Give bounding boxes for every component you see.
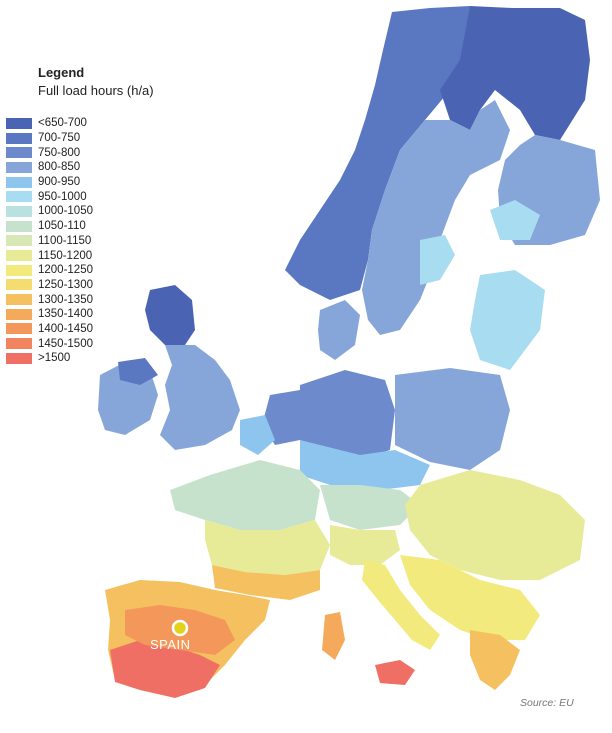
legend-label: 1250-1300 [38, 278, 93, 291]
region-benelux [262, 390, 310, 445]
legend-swatch [6, 235, 32, 247]
legend-label: 1000-1050 [38, 205, 93, 218]
legend-item: 900-950 [6, 175, 93, 190]
region-east-europe [405, 470, 585, 580]
legend-item: 750-800 [6, 145, 93, 160]
region-sweden [362, 100, 510, 335]
region-sicily [375, 660, 415, 685]
legend-item: 1200-1250 [6, 263, 93, 278]
region-england [160, 345, 240, 450]
legend-label: >1500 [38, 352, 71, 365]
legend-item: 1250-1300 [6, 278, 93, 293]
legend-swatch [6, 147, 32, 159]
legend-item: 1050-110 [6, 219, 93, 234]
legend-swatch [6, 250, 32, 262]
legend-item: 1450-1500 [6, 336, 93, 351]
legend-label: 900-950 [38, 176, 81, 189]
region-italy-north [330, 525, 400, 565]
region-baltic [470, 270, 545, 370]
legend-swatch [6, 264, 32, 276]
source-note: Source: EU [520, 697, 574, 709]
legend-item: >1500 [6, 351, 93, 366]
legend-swatch [6, 279, 32, 291]
region-france-south [212, 565, 320, 600]
legend-item: 1400-1450 [6, 322, 93, 337]
legend-swatch [6, 117, 32, 129]
legend-swatch [6, 132, 32, 144]
legend-swatch [6, 294, 32, 306]
region-balkans [400, 555, 540, 640]
region-denmark [318, 300, 360, 360]
legend-swatch [6, 205, 32, 217]
legend-label: 950-1000 [38, 190, 87, 203]
legend-swatch [6, 161, 32, 173]
region-iberia-south [110, 640, 220, 698]
region-norway-west [285, 6, 500, 300]
legend-label: 1100-1150 [38, 234, 92, 247]
region-sweden-south [420, 235, 455, 285]
region-germany-south [300, 440, 430, 490]
region-scotland [145, 285, 195, 345]
legend-label: 1350-1400 [38, 308, 93, 321]
legend-list: <650-700 700-750 750-800 800-850 900-950… [6, 116, 93, 366]
legend-item: 950-1000 [6, 189, 93, 204]
legend-label: <650-700 [38, 117, 87, 130]
legend-label: 700-750 [38, 132, 81, 145]
legend-subtitle: Full load hours (h/a) [38, 83, 154, 98]
spain-label: SPAIN [150, 637, 191, 652]
legend-item: 1100-1150 [6, 234, 93, 249]
legend-item: 1300-1350 [6, 292, 93, 307]
region-belgium-coast [240, 415, 275, 455]
legend-label: 750-800 [38, 146, 81, 159]
region-finland-south [490, 200, 540, 240]
region-sardinia [322, 612, 345, 660]
legend-item: <650-700 [6, 116, 93, 131]
region-greece [470, 630, 520, 690]
region-italy-peninsula [362, 560, 440, 650]
region-poland [395, 368, 510, 470]
legend-swatch [6, 323, 32, 335]
legend-swatch [6, 220, 32, 232]
legend-label: 1450-1500 [38, 337, 93, 350]
legend-title: Legend [38, 65, 85, 80]
region-norway-east [440, 6, 590, 140]
legend-swatch [6, 338, 32, 350]
legend-item: 700-750 [6, 131, 93, 146]
legend-label: 1150-1200 [38, 249, 93, 262]
legend-swatch [6, 176, 32, 188]
spain-marker [171, 619, 189, 637]
region-france-north [170, 460, 320, 530]
legend-item: 1150-1200 [6, 248, 93, 263]
region-france-central [205, 520, 330, 575]
legend-label: 1050-110 [38, 220, 86, 233]
legend-item: 1000-1050 [6, 204, 93, 219]
region-ireland-north [118, 358, 158, 385]
legend-label: 800-850 [38, 161, 81, 174]
region-germany [300, 370, 395, 460]
legend-swatch [6, 352, 32, 364]
legend-label: 1200-1250 [38, 264, 93, 277]
legend-swatch [6, 191, 32, 203]
region-alps [320, 485, 420, 530]
legend-label: 1300-1350 [38, 293, 93, 306]
legend-swatch [6, 308, 32, 320]
legend-label: 1400-1450 [38, 322, 93, 335]
legend-item: 1350-1400 [6, 307, 93, 322]
legend-item: 800-850 [6, 160, 93, 175]
